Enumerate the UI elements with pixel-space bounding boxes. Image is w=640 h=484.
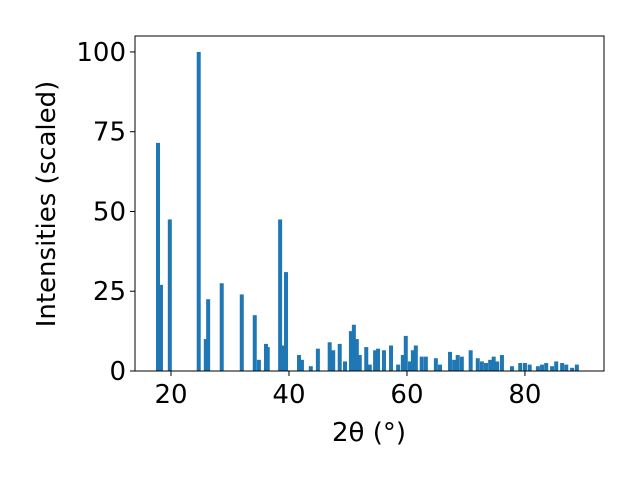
bar bbox=[413, 345, 418, 371]
bar bbox=[219, 283, 224, 371]
bar bbox=[354, 339, 359, 371]
bar bbox=[364, 347, 369, 371]
bar bbox=[488, 359, 493, 371]
bar bbox=[158, 284, 163, 371]
bar bbox=[327, 342, 332, 371]
y-tick-label: 25 bbox=[93, 277, 126, 307]
bar bbox=[278, 219, 283, 371]
bar bbox=[281, 345, 286, 371]
bar bbox=[331, 350, 336, 371]
bar bbox=[156, 142, 161, 371]
y-tick-label: 50 bbox=[93, 197, 126, 227]
y-tick-label: 0 bbox=[109, 357, 126, 387]
bar bbox=[403, 335, 408, 371]
bar bbox=[256, 359, 261, 371]
bar bbox=[407, 361, 412, 371]
y-tick-label: 100 bbox=[76, 38, 126, 68]
bar bbox=[389, 345, 394, 371]
bar bbox=[203, 339, 208, 371]
bar bbox=[400, 355, 405, 371]
bar bbox=[527, 364, 532, 371]
bar bbox=[560, 363, 565, 371]
bar bbox=[284, 272, 289, 371]
bar bbox=[544, 363, 549, 371]
bar bbox=[554, 361, 559, 371]
bar bbox=[518, 363, 523, 371]
bar bbox=[423, 356, 428, 371]
bar bbox=[252, 315, 257, 371]
bar bbox=[509, 366, 514, 371]
bar bbox=[419, 356, 424, 371]
y-axis-label: Intensities (scaled) bbox=[32, 81, 62, 328]
bar bbox=[550, 366, 555, 371]
x-tick-label: 40 bbox=[272, 380, 305, 410]
bar bbox=[343, 361, 348, 371]
bar bbox=[459, 356, 464, 371]
bar bbox=[337, 343, 342, 371]
bar bbox=[410, 350, 415, 371]
bar bbox=[299, 359, 304, 371]
bar bbox=[452, 359, 457, 371]
bar bbox=[448, 351, 453, 371]
bar bbox=[376, 348, 381, 371]
bar bbox=[570, 367, 575, 371]
x-tick-label: 20 bbox=[154, 380, 187, 410]
bar bbox=[357, 355, 362, 371]
bar bbox=[468, 350, 473, 371]
bar bbox=[297, 355, 302, 371]
x-axis-label: 2θ (°) bbox=[332, 418, 406, 448]
bar bbox=[479, 361, 484, 371]
bar bbox=[351, 324, 356, 371]
bar bbox=[540, 364, 545, 371]
bar bbox=[437, 364, 442, 371]
bar bbox=[564, 364, 569, 371]
bar bbox=[206, 299, 211, 371]
bar bbox=[239, 294, 244, 371]
bar bbox=[433, 358, 438, 371]
y-tick-label: 75 bbox=[93, 118, 126, 148]
bar bbox=[367, 364, 372, 371]
bar bbox=[522, 363, 527, 371]
bar bbox=[265, 347, 270, 371]
x-tick-label: 60 bbox=[390, 380, 423, 410]
bar bbox=[495, 361, 500, 371]
bar bbox=[196, 51, 201, 371]
bar bbox=[574, 364, 579, 371]
bar bbox=[315, 348, 320, 371]
bar bbox=[167, 219, 172, 371]
bar bbox=[535, 366, 540, 371]
bar bbox=[373, 350, 378, 371]
plot-frame bbox=[134, 35, 605, 372]
bar bbox=[475, 358, 480, 371]
x-tick-label: 80 bbox=[508, 380, 541, 410]
bar bbox=[484, 363, 489, 371]
bar bbox=[491, 356, 496, 371]
bar bbox=[348, 331, 353, 371]
bar bbox=[396, 364, 401, 371]
bar bbox=[499, 355, 504, 371]
bar bbox=[381, 350, 386, 371]
bar bbox=[455, 355, 460, 371]
bar bbox=[308, 366, 313, 371]
